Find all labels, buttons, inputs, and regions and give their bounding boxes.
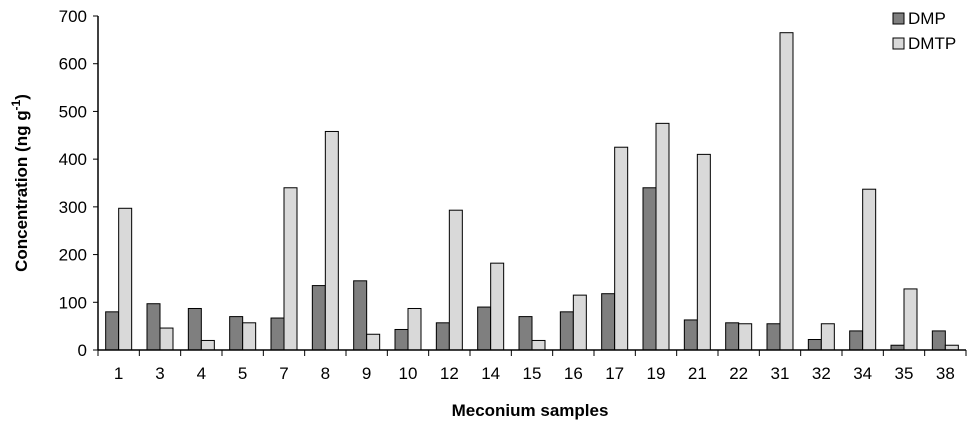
y-tick-label-300: 300 — [59, 198, 87, 217]
bar-dmtp-22 — [738, 323, 753, 351]
bar-dmtp-1 — [118, 207, 133, 351]
bar-dmtp-35 — [903, 288, 918, 351]
x-tick-label-7: 7 — [279, 364, 288, 383]
y-tick-label-100: 100 — [59, 293, 87, 312]
bar-dmtp-4 — [200, 339, 215, 351]
x-tick-label-19: 19 — [647, 364, 666, 383]
bar-dmp-7 — [270, 317, 285, 351]
legend-swatch-dmp — [892, 12, 905, 25]
y-tick-label-0: 0 — [78, 341, 87, 360]
bar-dmp-8 — [311, 285, 326, 351]
bar-dmp-4 — [187, 307, 202, 351]
y-tick-label-400: 400 — [59, 150, 87, 169]
y-tick-label-500: 500 — [59, 102, 87, 121]
bar-dmtp-31 — [779, 32, 794, 351]
bar-dmp-21 — [683, 319, 698, 351]
bar-dmtp-8 — [324, 130, 339, 351]
bar-dmp-17 — [601, 293, 616, 351]
bar-dmp-14 — [477, 306, 492, 351]
x-tick-label-4: 4 — [197, 364, 206, 383]
bar-dmtp-16 — [572, 294, 587, 351]
x-tick-label-22: 22 — [729, 364, 748, 383]
bar-dmp-3 — [146, 303, 161, 351]
x-tick-label-17: 17 — [605, 364, 624, 383]
x-tick-label-38: 38 — [936, 364, 955, 383]
y-axis-title: Concentration (ng g-1) — [9, 94, 31, 272]
bar-dmtp-19 — [655, 122, 670, 351]
bar-dmtp-9 — [366, 333, 381, 351]
bar-dmtp-15 — [531, 339, 546, 351]
y-ticks-group: 0 100 200 300 400 500 600 700 — [59, 7, 98, 360]
x-tick-label-5: 5 — [238, 364, 247, 383]
y-axis-title-main: Concentration (ng g — [12, 110, 31, 271]
legend-label-dmp: DMP — [908, 9, 946, 28]
bar-dmtp-34 — [862, 188, 877, 351]
y-tick-label-700: 700 — [59, 7, 87, 26]
bar-dmtp-10 — [407, 307, 422, 351]
bar-dmtp-14 — [490, 262, 505, 351]
x-axis-title: Meconium samples — [452, 401, 609, 420]
bar-dmtp-5 — [242, 322, 257, 351]
y-tick-label-200: 200 — [59, 246, 87, 265]
bar-dmtp-12 — [448, 209, 463, 351]
bars-group — [105, 32, 959, 351]
x-tick-label-21: 21 — [688, 364, 707, 383]
legend-swatch-dmtp — [892, 37, 905, 50]
legend: DMP DMTP — [892, 9, 956, 53]
bar-dmp-32 — [807, 339, 822, 351]
bar-dmp-19 — [642, 187, 657, 351]
bar-dmp-15 — [518, 316, 533, 351]
x-tick-label-12: 12 — [440, 364, 459, 383]
bar-dmp-12 — [435, 322, 450, 351]
x-tick-label-32: 32 — [812, 364, 831, 383]
x-tick-label-3: 3 — [155, 364, 164, 383]
x-tick-label-9: 9 — [362, 364, 371, 383]
bar-dmp-22 — [725, 322, 740, 351]
bar-dmp-38 — [931, 330, 946, 351]
x-tick-label-31: 31 — [771, 364, 790, 383]
bar-dmtp-3 — [159, 327, 174, 351]
axes-group — [97, 16, 966, 351]
bar-dmtp-7 — [283, 187, 298, 351]
bar-dmp-10 — [394, 328, 409, 351]
bar-dmp-16 — [559, 311, 574, 351]
x-tick-label-34: 34 — [853, 364, 872, 383]
y-axis-title-superscript: -1 — [9, 99, 23, 110]
x-tick-label-1: 1 — [114, 364, 123, 383]
bar-dmp-1 — [105, 311, 120, 351]
x-tick-label-16: 16 — [564, 364, 583, 383]
bar-dmtp-32 — [820, 323, 835, 351]
x-tick-label-14: 14 — [481, 364, 500, 383]
y-axis-title-suffix: ) — [12, 94, 31, 100]
bar-dmp-5 — [229, 316, 244, 351]
legend-label-dmtp: DMTP — [908, 34, 956, 53]
bar-dmp-9 — [353, 280, 368, 351]
bar-dmp-34 — [849, 330, 864, 351]
bar-dmtp-21 — [696, 153, 711, 351]
x-tick-label-10: 10 — [399, 364, 418, 383]
x-ticks-group: 1 3 4 5 7 8 9 10 12 14 15 16 17 19 21 22 31 32 34 35 38 — [97, 350, 967, 383]
bar-dmp-31 — [766, 323, 781, 351]
y-tick-label-600: 600 — [59, 55, 87, 74]
x-tick-label-35: 35 — [895, 364, 914, 383]
bar-dmtp-17 — [614, 146, 629, 351]
x-tick-label-15: 15 — [523, 364, 542, 383]
x-tick-label-8: 8 — [321, 364, 330, 383]
